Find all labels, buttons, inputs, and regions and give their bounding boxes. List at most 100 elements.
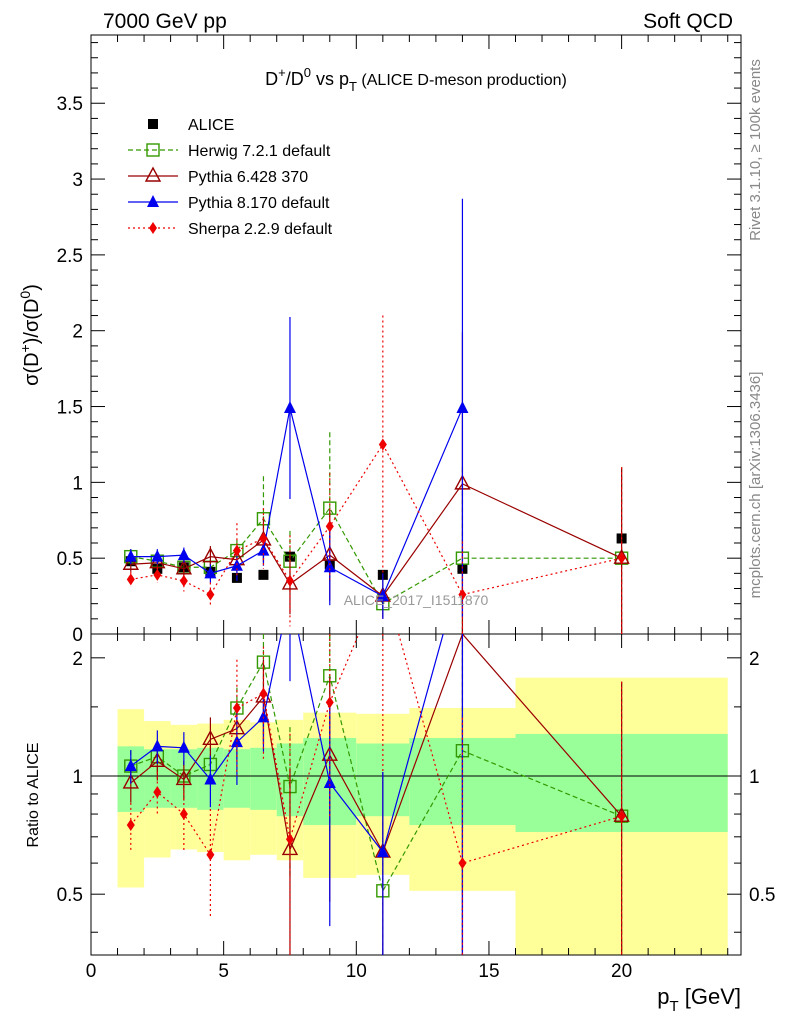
y-tick-label: 0	[72, 625, 83, 646]
ratio-point	[323, 775, 336, 788]
y-tick-label: 1	[72, 473, 83, 494]
series-point	[124, 549, 137, 562]
series-point	[206, 588, 215, 601]
legend-label: ALICE	[188, 117, 234, 134]
ratio-point	[126, 819, 135, 832]
axes-group: 0 5 10 15 20 0 0.5 1 1.5 2 2.5 3 3.5 0.5 0.5 1 1 2 2	[57, 35, 775, 982]
ratio-point	[285, 833, 294, 846]
series-point	[122, 554, 139, 570]
x-axis-label: pT [GeV]	[657, 984, 741, 1015]
ratio-point	[257, 710, 270, 723]
series-point	[232, 544, 241, 557]
series-layer	[122, 198, 630, 955]
ratio-y-axis-label: Ratio to ALICE	[25, 743, 42, 848]
ratio-tick-label: 0.5	[57, 885, 83, 906]
ratio-tick-label: 2	[72, 649, 83, 670]
ratio-tick-label: 2	[749, 649, 760, 670]
series-point	[617, 552, 626, 565]
ratio-point	[206, 848, 215, 861]
ratio-point	[202, 729, 219, 746]
ratio-point	[149, 751, 166, 768]
ratio-point	[259, 687, 268, 700]
ratio-point	[124, 759, 137, 772]
series-line	[130, 507, 622, 605]
ratio-series	[126, 634, 626, 955]
series-point	[285, 574, 294, 587]
x-tick-label: 10	[346, 961, 367, 982]
ratio-point	[376, 845, 389, 858]
ratio-point	[122, 773, 139, 789]
y-tick-label: 2	[72, 322, 83, 343]
legend-marker	[149, 222, 157, 234]
ratio-point	[177, 740, 190, 753]
series-point	[376, 589, 389, 602]
ratio-bands	[91, 677, 741, 955]
legend: ALICE Herwig 7.2.1 default Pythia 6.428 37…	[128, 117, 333, 238]
x-tick-label: 15	[478, 961, 499, 982]
ratio-series	[124, 634, 464, 955]
series-point	[179, 574, 188, 587]
series-line	[130, 483, 622, 597]
series-point	[175, 559, 193, 575]
rivet-version-label: Rivet 3.1.10, ≥ 100k events	[747, 59, 764, 241]
plot-title: D+/D0 vs pT (ALICE D-meson production)	[265, 65, 567, 94]
analysis-id-watermark: ALICE_2017_I1511870	[344, 592, 489, 608]
x-tick-label: 20	[611, 961, 632, 982]
series-alice	[125, 533, 627, 583]
series-line	[130, 407, 463, 597]
series-pythia	[124, 198, 469, 955]
legend-marker	[146, 143, 160, 157]
ratio-tick-label: 0.5	[749, 885, 775, 906]
series-point	[323, 560, 336, 573]
series-point	[378, 438, 387, 451]
series-point	[283, 401, 296, 414]
series-point	[151, 549, 164, 562]
legend-marker	[148, 119, 158, 129]
x-tick-label: 5	[218, 961, 229, 982]
series-point	[456, 401, 469, 414]
ratio-point	[232, 702, 241, 715]
y-tick-label: 1.5	[57, 398, 83, 419]
series-point	[458, 588, 467, 601]
header-left-label: 7000 GeV pp	[103, 10, 227, 33]
legend-marker	[147, 195, 159, 207]
series-point	[204, 566, 217, 579]
legend-label: Pythia 8.170 default	[188, 195, 330, 212]
ratio-point	[617, 810, 626, 823]
series-point	[202, 547, 219, 563]
ratio-tick-label: 1	[749, 767, 760, 788]
series-point	[126, 573, 135, 586]
main-frame-group	[90, 34, 742, 956]
legend-marker	[144, 166, 162, 182]
alice-point	[258, 569, 269, 580]
legend-label: Sherpa 2.2.9 default	[188, 221, 333, 238]
ratio-line	[130, 660, 622, 893]
legend-label: Herwig 7.2.1 default	[188, 143, 331, 160]
y-tick-label: 2.5	[57, 246, 83, 267]
series-sherpa	[126, 315, 626, 955]
mcplots-label: mcplots.cern.ch [arXiv:1306.3436]	[747, 372, 764, 599]
series-line	[130, 443, 622, 596]
series-point	[153, 568, 162, 581]
series-point	[325, 520, 334, 533]
ratio-point	[204, 772, 217, 785]
ratio-point	[458, 857, 467, 870]
y-axis-label: σ(D+)/σ(D0)	[17, 284, 43, 386]
y-tick-label: 0.5	[57, 549, 83, 570]
ratio-line	[130, 634, 622, 864]
ratio-point	[153, 786, 162, 799]
series-point	[177, 548, 190, 561]
ratio-point	[179, 808, 188, 821]
ratio-plot-frame	[90, 633, 742, 956]
y-tick-label: 3	[72, 170, 83, 191]
y-tick-label: 3.5	[57, 94, 83, 115]
ratio-tick-label: 1	[72, 767, 83, 788]
x-tick-label: 0	[86, 961, 97, 982]
ratio-point	[151, 739, 164, 752]
header-right-label: Soft QCD	[643, 10, 733, 33]
ratio-point	[325, 696, 334, 709]
legend-label: Pythia 6.428 370	[188, 169, 308, 186]
series-point	[281, 574, 299, 590]
series-point	[259, 532, 268, 545]
